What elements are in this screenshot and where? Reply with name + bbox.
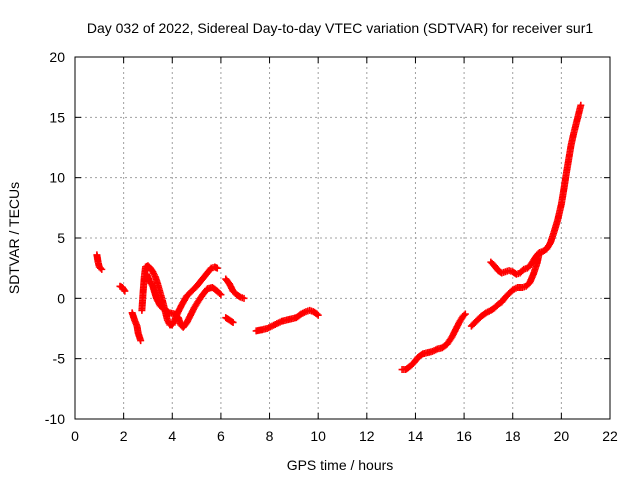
data-point: [98, 265, 106, 273]
y-axis-label: SDTVAR / TECUs: [6, 182, 22, 294]
data-point: [240, 294, 248, 302]
y-tick-label: -5: [53, 351, 66, 367]
data-point: [213, 264, 221, 272]
x-tick-label: 4: [168, 428, 176, 444]
x-tick-label: 20: [554, 428, 570, 444]
y-tick-label: 15: [49, 109, 65, 125]
data-point: [577, 101, 585, 109]
data-point: [97, 264, 105, 272]
x-tick-label: 12: [359, 428, 375, 444]
x-tick-label: 6: [217, 428, 225, 444]
data-point: [120, 286, 128, 294]
data-point: [461, 310, 469, 318]
x-tick-label: 18: [505, 428, 521, 444]
data-point: [460, 311, 468, 319]
x-tick-label: 14: [408, 428, 424, 444]
x-tick-label: 2: [120, 428, 128, 444]
data-point: [121, 287, 129, 295]
data-point: [228, 318, 236, 326]
y-tick-label: 0: [57, 290, 65, 306]
chart-title: Day 032 of 2022, Sidereal Day-to-day VTE…: [87, 20, 593, 36]
x-tick-label: 16: [456, 428, 472, 444]
x-tick-label: 8: [266, 428, 274, 444]
grid: [75, 57, 610, 419]
data-series-sdtvar: [93, 101, 585, 374]
axis-ticks: 0 2 4 6 8 10 12 14 16 18 20 22 -10 -5 0 5 10 15 20: [45, 49, 618, 444]
x-tick-label: 0: [71, 428, 79, 444]
y-tick-label: 20: [49, 49, 65, 65]
x-tick-label: 10: [310, 428, 326, 444]
data-point: [217, 291, 225, 299]
data-point: [216, 290, 224, 298]
data-point: [137, 337, 145, 345]
y-tick-label: -10: [45, 411, 65, 427]
data-point: [533, 251, 541, 259]
x-axis-label: GPS time / hours: [287, 457, 394, 473]
x-tick-label: 22: [602, 428, 618, 444]
data-point: [314, 311, 322, 319]
data-point: [229, 318, 237, 326]
y-tick-label: 5: [57, 230, 65, 246]
data-point: [534, 250, 542, 258]
plot-frame: [74, 56, 611, 420]
y-tick-label: 10: [49, 170, 65, 186]
data-point: [313, 310, 321, 318]
